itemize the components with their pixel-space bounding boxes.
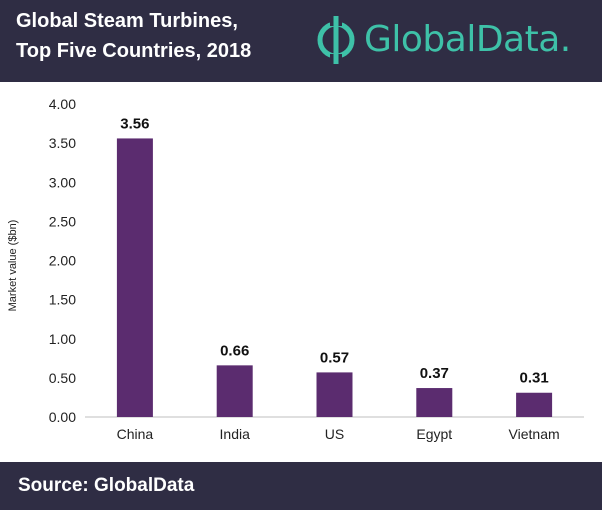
data-label: 0.31 xyxy=(519,370,548,387)
chart-footer: Source: GlobalData xyxy=(0,462,602,510)
globaldata-logo: GlobalData. xyxy=(314,12,594,68)
chart-header: Global Steam Turbines, Top Five Countrie… xyxy=(0,0,602,82)
globaldata-logo-icon xyxy=(317,16,355,64)
x-tick-label: US xyxy=(325,426,344,442)
x-tick-label: China xyxy=(117,426,154,442)
data-label: 0.57 xyxy=(320,349,349,366)
bar-china xyxy=(116,138,153,417)
bar-us xyxy=(316,372,353,417)
source-note: Source: GlobalData xyxy=(18,475,195,496)
y-tick-label: 4.00 xyxy=(49,96,76,112)
y-tick-label: 3.00 xyxy=(49,174,76,190)
y-axis-title: Market value ($bn) xyxy=(7,220,19,312)
data-label: 0.37 xyxy=(420,365,449,382)
chart-title: Global Steam Turbines, Top Five Countrie… xyxy=(16,6,316,66)
chart-area: 0.00 0.50 1.00 1.50 2.00 2.50 3.00 3.50 4.00 Mark… xyxy=(0,82,602,462)
bar-india xyxy=(216,365,253,417)
title-line-1: Global Steam Turbines, xyxy=(16,10,238,32)
y-tick-label: 2.50 xyxy=(49,213,76,229)
x-tick-label: Vietnam xyxy=(509,426,560,442)
logo-wordmark: GlobalData. xyxy=(364,19,571,60)
data-label: 0.66 xyxy=(220,342,249,359)
y-tick-label: 0.00 xyxy=(49,409,76,425)
x-tick-label: India xyxy=(220,426,251,442)
bar-vietnam xyxy=(516,392,553,417)
bar-chart: 0.00 0.50 1.00 1.50 2.00 2.50 3.00 3.50 4.00 Mark… xyxy=(7,96,584,442)
bar-egypt xyxy=(416,388,453,417)
y-tick-label: 3.50 xyxy=(49,135,76,151)
y-tick-label: 2.00 xyxy=(49,253,76,269)
data-label: 3.56 xyxy=(120,115,149,132)
title-line-2: Top Five Countries, 2018 xyxy=(16,40,252,62)
y-tick-label: 0.50 xyxy=(49,370,76,386)
y-tick-label: 1.50 xyxy=(49,292,76,308)
y-tick-label: 1.00 xyxy=(49,331,76,347)
x-tick-label: Egypt xyxy=(416,426,452,442)
